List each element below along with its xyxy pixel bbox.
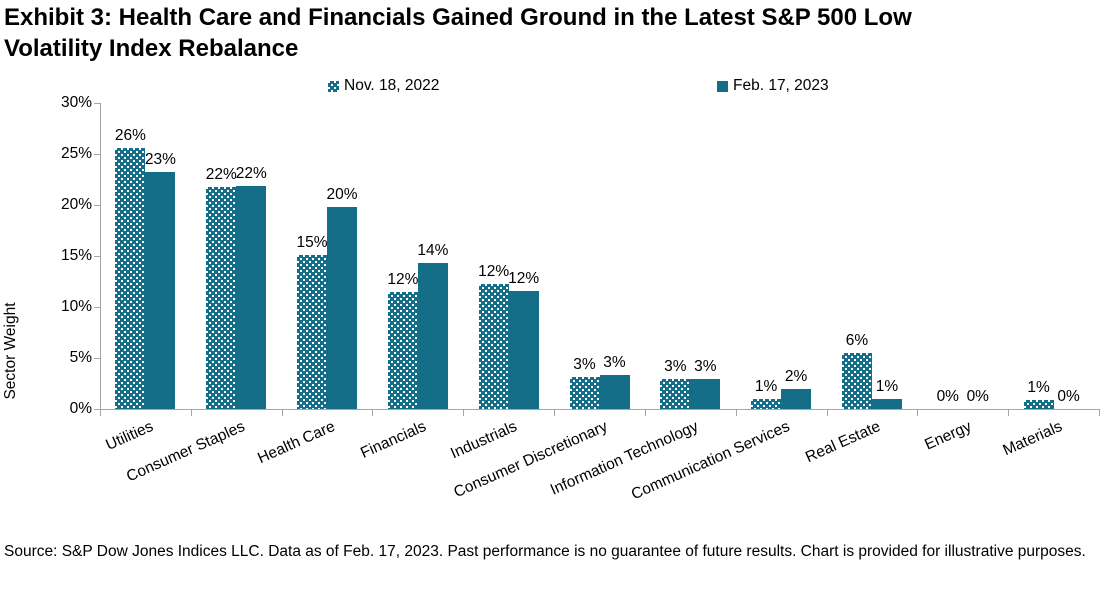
y-tick-label: 10% — [60, 298, 92, 315]
bar-chart: Sector Weight 0% 5% 10% 15% 20% 25% 30% 26% 22% 1… — [0, 94, 1109, 536]
bar-feb-4 — [508, 291, 539, 409]
y-tick — [94, 103, 100, 104]
x-tick — [826, 410, 828, 416]
bar-value-label: 3% — [573, 356, 596, 373]
x-tick — [644, 410, 646, 416]
bar-value-label: 14% — [417, 242, 449, 259]
y-axis-title: Sector Weight — [2, 302, 19, 400]
bar-feb-1 — [236, 186, 267, 409]
legend-label: Nov. 18, 2022 — [344, 77, 440, 94]
y-tick — [94, 205, 100, 206]
bar-value-label: 6% — [845, 332, 869, 349]
bar-nov-3 — [387, 292, 418, 409]
legend-swatch-dots-icon — [328, 80, 339, 92]
x-tick — [554, 410, 556, 416]
x-category-label: Consumer Discretionary — [451, 418, 611, 502]
exhibit-title: Exhibit 3: Health Care and Financials Ga… — [4, 2, 1104, 64]
bar-nov-1 — [206, 187, 237, 409]
legend-item-feb-17-2023: Feb. 17, 2023 — [717, 77, 829, 95]
bar-nov-4 — [478, 284, 509, 409]
bar-value-label: 23% — [144, 151, 176, 168]
bar-value-label: 22% — [235, 165, 267, 182]
y-tick-label: 15% — [60, 247, 92, 264]
y-tick-label: 30% — [60, 94, 92, 111]
x-category-label: Financials — [358, 418, 429, 462]
legend-item-nov-18-2022: Nov. 18, 2022 — [328, 77, 439, 95]
y-tick-label: 5% — [69, 349, 92, 366]
x-tick — [1099, 410, 1100, 416]
bar-nov-6 — [660, 379, 691, 409]
y-tick — [94, 307, 100, 308]
bar-feb-6 — [690, 379, 721, 409]
bar-value-label: 2% — [784, 368, 808, 385]
x-category-label: Utilities — [103, 418, 157, 454]
bar-value-label: 12% — [508, 270, 540, 287]
x-tick — [917, 410, 919, 416]
bar-nov-8 — [841, 353, 872, 409]
bar-value-label: 0% — [966, 388, 989, 405]
bar-nov-0 — [115, 148, 146, 409]
bar-nov-2 — [297, 255, 328, 409]
x-tick — [281, 410, 283, 416]
x-category-label: Real Estate — [802, 418, 883, 467]
bar-feb-8 — [871, 399, 902, 409]
y-axis-line — [100, 103, 101, 409]
bar-value-label: 26% — [114, 127, 146, 144]
y-tick-label: 25% — [60, 145, 92, 162]
bar-nov-5 — [569, 377, 600, 409]
y-tick — [94, 358, 100, 359]
bar-value-label: 3% — [603, 354, 626, 371]
bar-value-label: 1% — [754, 378, 778, 395]
x-tick — [372, 410, 374, 416]
y-tick — [94, 409, 100, 410]
x-axis-line — [100, 409, 1100, 410]
bar-value-label: 0% — [1057, 388, 1080, 405]
y-tick — [94, 256, 100, 257]
bar-nov-7 — [751, 399, 782, 409]
x-category-label: Energy — [921, 418, 974, 454]
x-tick — [1008, 410, 1010, 416]
y-tick-label: 0% — [69, 400, 92, 417]
x-tick — [100, 410, 101, 416]
bar-feb-0 — [145, 172, 176, 409]
bar-value-label: 3% — [694, 358, 717, 375]
bar-value-label: 20% — [326, 186, 358, 203]
x-category-label: Materials — [1000, 418, 1065, 460]
x-category-label: Health Care — [255, 418, 338, 468]
bar-value-label: 15% — [296, 234, 328, 251]
bar-value-label: 0% — [936, 388, 959, 405]
x-tick — [463, 410, 465, 416]
x-category-label: Communication Services — [628, 418, 793, 504]
x-tick — [735, 410, 737, 416]
bar-feb-3 — [417, 263, 448, 409]
bar-value-label: 1% — [875, 378, 899, 395]
exhibit-title-line-1: Exhibit 3: Health Care and Financials Ga… — [4, 4, 912, 31]
bar-nov-10 — [1023, 400, 1054, 409]
bar-value-label: 22% — [205, 166, 237, 183]
bar-value-label: 3% — [664, 358, 687, 375]
y-tick — [94, 154, 100, 155]
bar-feb-5 — [599, 375, 630, 409]
bar-value-label: 1% — [1027, 379, 1050, 396]
exhibit-title-line-2: Volatility Index Rebalance — [4, 35, 299, 62]
legend-label: Feb. 17, 2023 — [733, 77, 829, 94]
x-category-label: Information Technology — [548, 418, 702, 499]
bar-value-label: 12% — [478, 263, 510, 280]
bar-value-label: 12% — [387, 271, 419, 288]
x-tick — [190, 410, 192, 416]
legend-swatch-solid-icon — [717, 80, 728, 92]
bar-feb-7 — [781, 389, 812, 409]
bar-feb-2 — [327, 207, 358, 409]
y-tick-label: 20% — [60, 196, 92, 213]
source-note: Source: S&P Dow Jones Indices LLC. Data … — [4, 543, 1086, 560]
x-category-label: Industrials — [448, 418, 520, 463]
